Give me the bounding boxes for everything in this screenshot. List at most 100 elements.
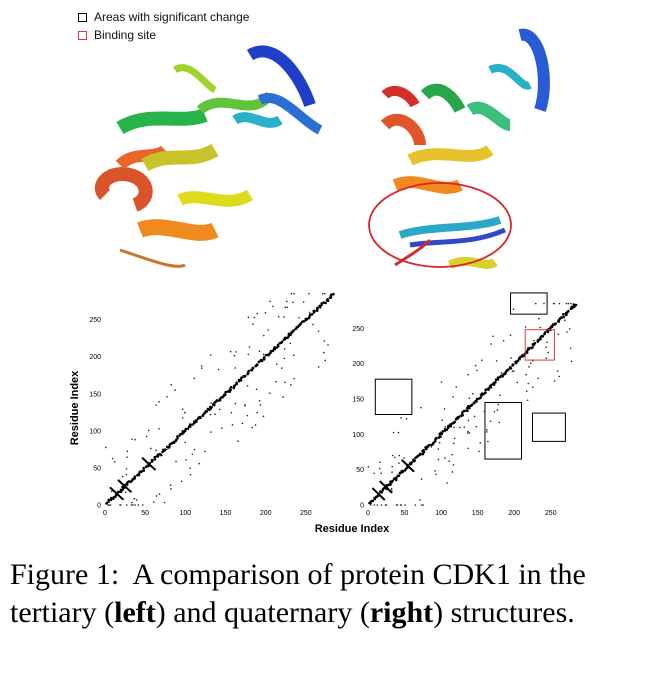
contact-point bbox=[116, 490, 120, 494]
contact-point bbox=[492, 335, 494, 338]
contact-point bbox=[186, 427, 190, 430]
contact-point bbox=[509, 334, 512, 337]
contact-point bbox=[455, 386, 458, 388]
contact-point bbox=[467, 419, 470, 422]
contact-point bbox=[422, 504, 424, 506]
contact-point bbox=[412, 469, 415, 473]
contact-point bbox=[287, 334, 290, 338]
contact-point bbox=[293, 354, 295, 357]
contact-point bbox=[468, 432, 471, 434]
contact-point bbox=[569, 347, 572, 350]
contact-point bbox=[527, 382, 530, 385]
contact-point bbox=[121, 488, 124, 491]
contact-point bbox=[557, 333, 560, 335]
contact-point bbox=[572, 303, 576, 306]
contact-point bbox=[198, 462, 201, 465]
contact-point bbox=[189, 473, 192, 476]
contact-point bbox=[496, 409, 499, 411]
contact-point bbox=[231, 424, 234, 426]
y-tick-label: 0 bbox=[360, 503, 364, 510]
x-tick-label: 150 bbox=[220, 510, 232, 517]
contact-point bbox=[481, 359, 483, 362]
contact-point bbox=[516, 359, 520, 363]
contact-point bbox=[563, 313, 566, 315]
contact-point bbox=[453, 420, 457, 424]
contact-point bbox=[226, 390, 229, 393]
contact-point bbox=[459, 414, 461, 417]
contact-point bbox=[472, 401, 476, 405]
contact-point bbox=[292, 301, 294, 304]
contact-point bbox=[174, 389, 176, 392]
contact-point bbox=[451, 453, 454, 456]
contact-point bbox=[308, 292, 310, 295]
contact-point bbox=[209, 354, 212, 356]
contact-point bbox=[452, 464, 455, 466]
contact-point bbox=[422, 448, 425, 452]
contact-point bbox=[129, 490, 132, 493]
contact-point bbox=[397, 431, 400, 434]
contact-point bbox=[255, 388, 258, 391]
contact-point bbox=[330, 293, 333, 296]
legend-item-change: Areas with significant change bbox=[78, 8, 249, 26]
contact-point bbox=[233, 354, 236, 357]
contact-point bbox=[188, 425, 192, 428]
contact-point bbox=[390, 490, 393, 492]
contact-point bbox=[537, 377, 539, 380]
contact-point bbox=[125, 485, 127, 488]
contact-point bbox=[518, 357, 521, 361]
y-axis-label: Residue Index bbox=[69, 370, 81, 445]
contact-point bbox=[223, 393, 227, 396]
contact-point bbox=[510, 357, 512, 359]
contact-point bbox=[210, 402, 212, 404]
contact-point bbox=[155, 404, 157, 406]
contact-point bbox=[133, 475, 137, 479]
x-tick-label: 50 bbox=[401, 510, 409, 517]
contact-point bbox=[463, 426, 466, 428]
contact-point bbox=[324, 301, 327, 305]
contact-point bbox=[218, 408, 221, 411]
contact-point bbox=[405, 417, 408, 420]
contact-point bbox=[258, 399, 261, 402]
contact-point bbox=[264, 312, 267, 314]
contact-point bbox=[401, 469, 405, 473]
contact-point bbox=[443, 408, 446, 410]
contact-point bbox=[453, 442, 455, 445]
contact-point bbox=[413, 459, 417, 462]
contact-point bbox=[427, 443, 431, 447]
contact-point bbox=[534, 302, 537, 305]
contact-point bbox=[398, 471, 402, 475]
contact-point bbox=[209, 431, 212, 433]
contact-point bbox=[526, 399, 529, 402]
contact-point bbox=[421, 452, 425, 456]
contact-point bbox=[467, 447, 470, 450]
y-tick-label: 250 bbox=[89, 317, 101, 324]
contact-point bbox=[255, 363, 259, 366]
contact-point bbox=[152, 501, 155, 503]
contact-point bbox=[439, 435, 442, 438]
contact-point bbox=[378, 467, 381, 470]
contact-point bbox=[298, 316, 300, 319]
contact-point bbox=[258, 350, 261, 352]
contact-point bbox=[547, 351, 549, 354]
contact-point bbox=[109, 504, 112, 506]
contact-point bbox=[524, 326, 527, 328]
contact-point bbox=[500, 372, 503, 374]
contact-point bbox=[271, 349, 275, 353]
contact-point bbox=[142, 466, 145, 470]
contact-point bbox=[239, 378, 242, 382]
contact-point bbox=[484, 391, 487, 394]
contact-point bbox=[283, 348, 286, 350]
contact-point bbox=[119, 504, 121, 506]
contact-point bbox=[440, 381, 443, 383]
contact-point bbox=[533, 339, 535, 342]
contact-point bbox=[380, 491, 383, 494]
contact-point bbox=[133, 497, 136, 500]
contact-point bbox=[410, 461, 413, 464]
contact-point bbox=[275, 380, 277, 383]
contact-point bbox=[150, 447, 152, 450]
contact-point bbox=[380, 504, 383, 506]
contact-point bbox=[283, 357, 286, 360]
figure-caption: Figure 1: A comparison of protein CDK1 i… bbox=[10, 556, 655, 632]
contact-point bbox=[193, 377, 196, 380]
contact-point bbox=[126, 450, 129, 453]
